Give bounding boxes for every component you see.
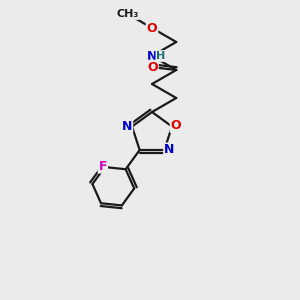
Text: N: N (122, 120, 132, 133)
Text: O: O (147, 61, 158, 74)
Text: F: F (98, 160, 107, 172)
Text: CH₃: CH₃ (117, 9, 139, 19)
Text: N: N (147, 50, 157, 62)
Text: O: O (147, 22, 157, 34)
Text: O: O (171, 119, 181, 132)
Text: N: N (164, 143, 175, 157)
Text: H: H (156, 51, 166, 61)
